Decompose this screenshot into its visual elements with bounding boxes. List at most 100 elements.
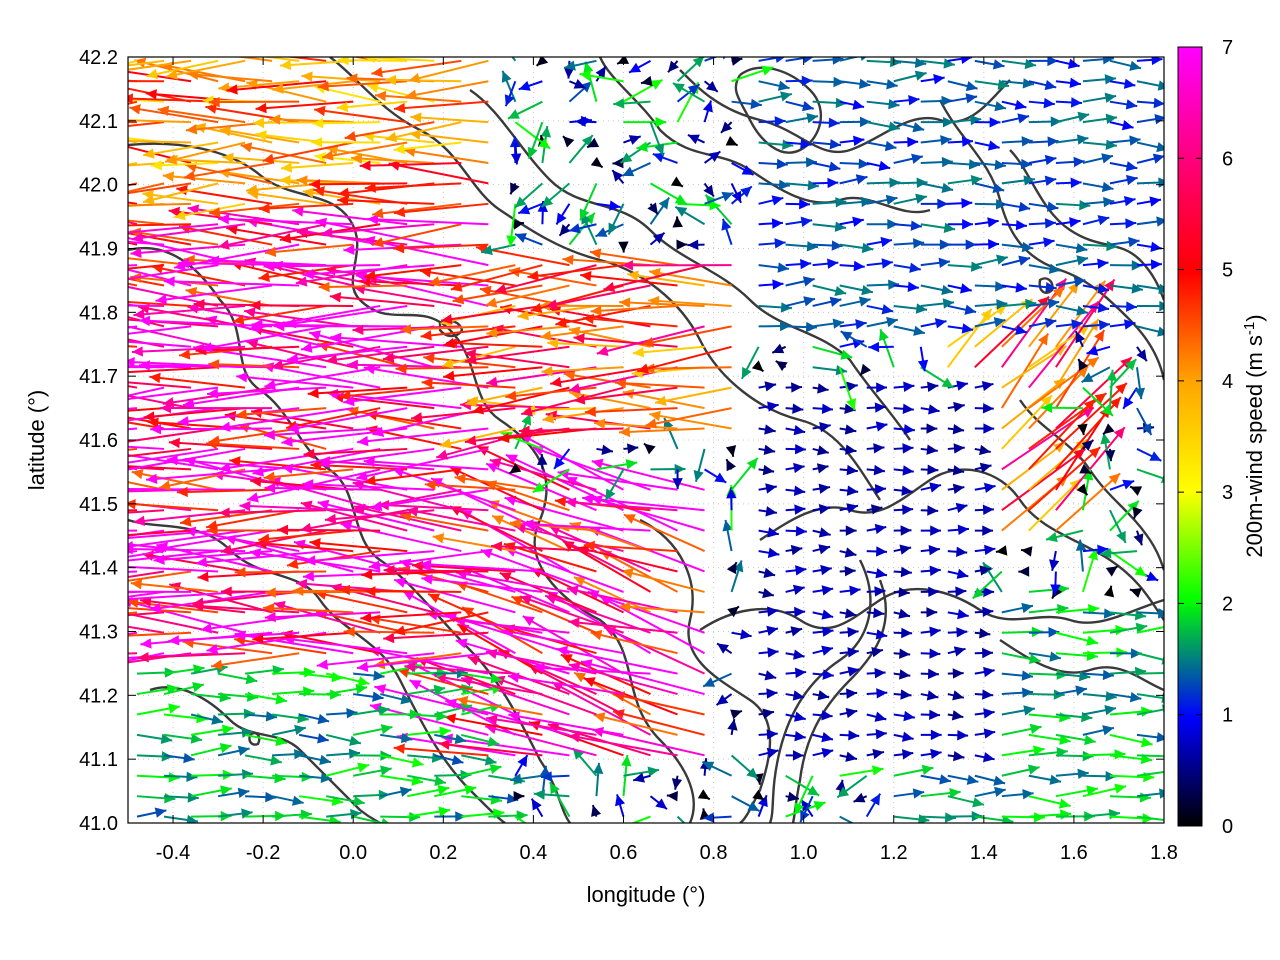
wind-vector-head	[1044, 317, 1057, 328]
wind-vector-head	[844, 608, 857, 619]
wind-vector-head	[741, 366, 752, 379]
wind-vector-shaft	[301, 74, 381, 83]
wind-vector-shaft	[351, 488, 462, 512]
wind-vector-head	[8, 350, 19, 360]
wind-vector-head	[521, 413, 532, 426]
wind-vector-head	[794, 443, 806, 455]
wind-vector-shaft	[378, 503, 489, 512]
wind-vector-shaft	[272, 80, 354, 91]
wind-vector-shaft	[505, 386, 597, 398]
wind-vector-head	[262, 153, 275, 164]
wind-vector-head	[42, 337, 53, 347]
wind-vector-shaft	[314, 108, 408, 124]
wind-vector-head	[515, 196, 527, 208]
wind-vector-head	[966, 774, 979, 785]
wind-vector-head	[339, 390, 351, 401]
wind-vector-head	[949, 787, 961, 799]
wind-vector-shaft	[128, 550, 165, 558]
wind-vector-head	[800, 810, 810, 823]
wind-vector-head	[421, 377, 433, 389]
wind-vector-shaft	[128, 282, 138, 287]
wind-vector-shaft	[304, 550, 435, 563]
wind-vector-head	[655, 798, 668, 810]
wind-vector-head	[982, 525, 994, 536]
wind-vector-head	[793, 425, 806, 436]
wind-vector-head	[927, 381, 939, 393]
wind-vector-head	[112, 136, 123, 146]
wind-vector-head	[996, 299, 1008, 310]
wind-vector-head	[817, 690, 830, 701]
wind-vector-shaft	[255, 541, 354, 553]
wind-vector-head	[844, 424, 857, 435]
wind-vector-head	[873, 443, 885, 454]
wind-vector-head	[32, 362, 43, 372]
wind-vector-head	[1132, 506, 1143, 519]
wind-vector-head	[1046, 531, 1058, 543]
wind-vector-head	[1104, 74, 1116, 85]
wind-vector-head	[402, 590, 415, 601]
wind-vector-head	[666, 790, 678, 802]
wind-vector-shaft	[360, 611, 462, 620]
wind-vector-head	[772, 279, 784, 290]
wind-vector-head	[143, 148, 155, 159]
wind-vector-head	[357, 435, 369, 447]
wind-vector-head	[1130, 486, 1143, 496]
wind-vector-head	[86, 398, 97, 408]
wind-vector-head	[901, 731, 914, 742]
wind-vector-head	[821, 732, 833, 743]
wind-vector-shaft	[423, 356, 516, 369]
wind-vector-head	[314, 151, 326, 163]
wind-vector-head	[579, 70, 592, 81]
wind-vector-head	[1122, 479, 1135, 490]
wind-vector-head	[853, 135, 865, 146]
wind-vector-head	[300, 522, 312, 534]
wind-vector-head	[820, 564, 832, 576]
wind-vector-shaft	[1028, 365, 1089, 430]
wind-vector-shaft	[128, 550, 219, 562]
wind-vector-head	[343, 395, 355, 407]
wind-vector-head	[309, 179, 321, 190]
wind-vector-head	[912, 788, 925, 799]
wind-vector-shaft	[128, 565, 219, 573]
wind-vector-shaft	[157, 108, 246, 124]
wind-vector-head	[560, 654, 573, 664]
wind-vector-shaft	[139, 364, 273, 369]
wind-vector-head	[28, 652, 39, 662]
wind-vector-head	[450, 281, 463, 292]
wind-vector-head	[1086, 635, 1098, 646]
wind-vector-shaft	[128, 611, 165, 617]
wind-vector-head	[237, 745, 250, 756]
wind-vector-head	[554, 457, 565, 469]
wind-vector-head	[226, 84, 238, 95]
wind-vector-head	[337, 57, 349, 66]
wind-vector-head	[794, 667, 807, 679]
wind-vector-head	[183, 752, 195, 764]
wind-vector-head	[149, 602, 162, 614]
wind-vector-head	[952, 668, 964, 679]
wind-vector-head	[44, 541, 55, 551]
wind-vector-head	[568, 732, 581, 743]
wind-vector-head	[1018, 201, 1031, 213]
wind-vector-shaft	[363, 57, 435, 62]
wind-vector-shaft	[249, 304, 354, 307]
wind-vector-head	[855, 319, 867, 330]
wind-vector-head	[625, 459, 638, 470]
wind-vector-head	[1044, 79, 1057, 91]
wind-vector-head	[900, 566, 912, 578]
wind-vector-shaft	[444, 715, 543, 736]
wind-vector-head	[364, 586, 376, 597]
wind-vector-shaft	[128, 219, 165, 226]
wind-vector-head	[164, 793, 176, 804]
wind-vector-shaft	[393, 611, 489, 634]
wind-vector-head	[443, 370, 455, 382]
wind-vector-head	[880, 236, 893, 248]
wind-vector-head	[400, 694, 413, 705]
wind-vector-head	[485, 648, 498, 659]
wind-vector-head	[368, 560, 381, 571]
wind-vector-shaft	[359, 280, 462, 287]
wind-vector-head	[420, 330, 432, 341]
wind-vector-head	[548, 525, 561, 536]
wind-vector-head	[437, 784, 450, 796]
wind-vector-head	[1041, 402, 1053, 413]
wind-vector-head	[255, 130, 267, 141]
